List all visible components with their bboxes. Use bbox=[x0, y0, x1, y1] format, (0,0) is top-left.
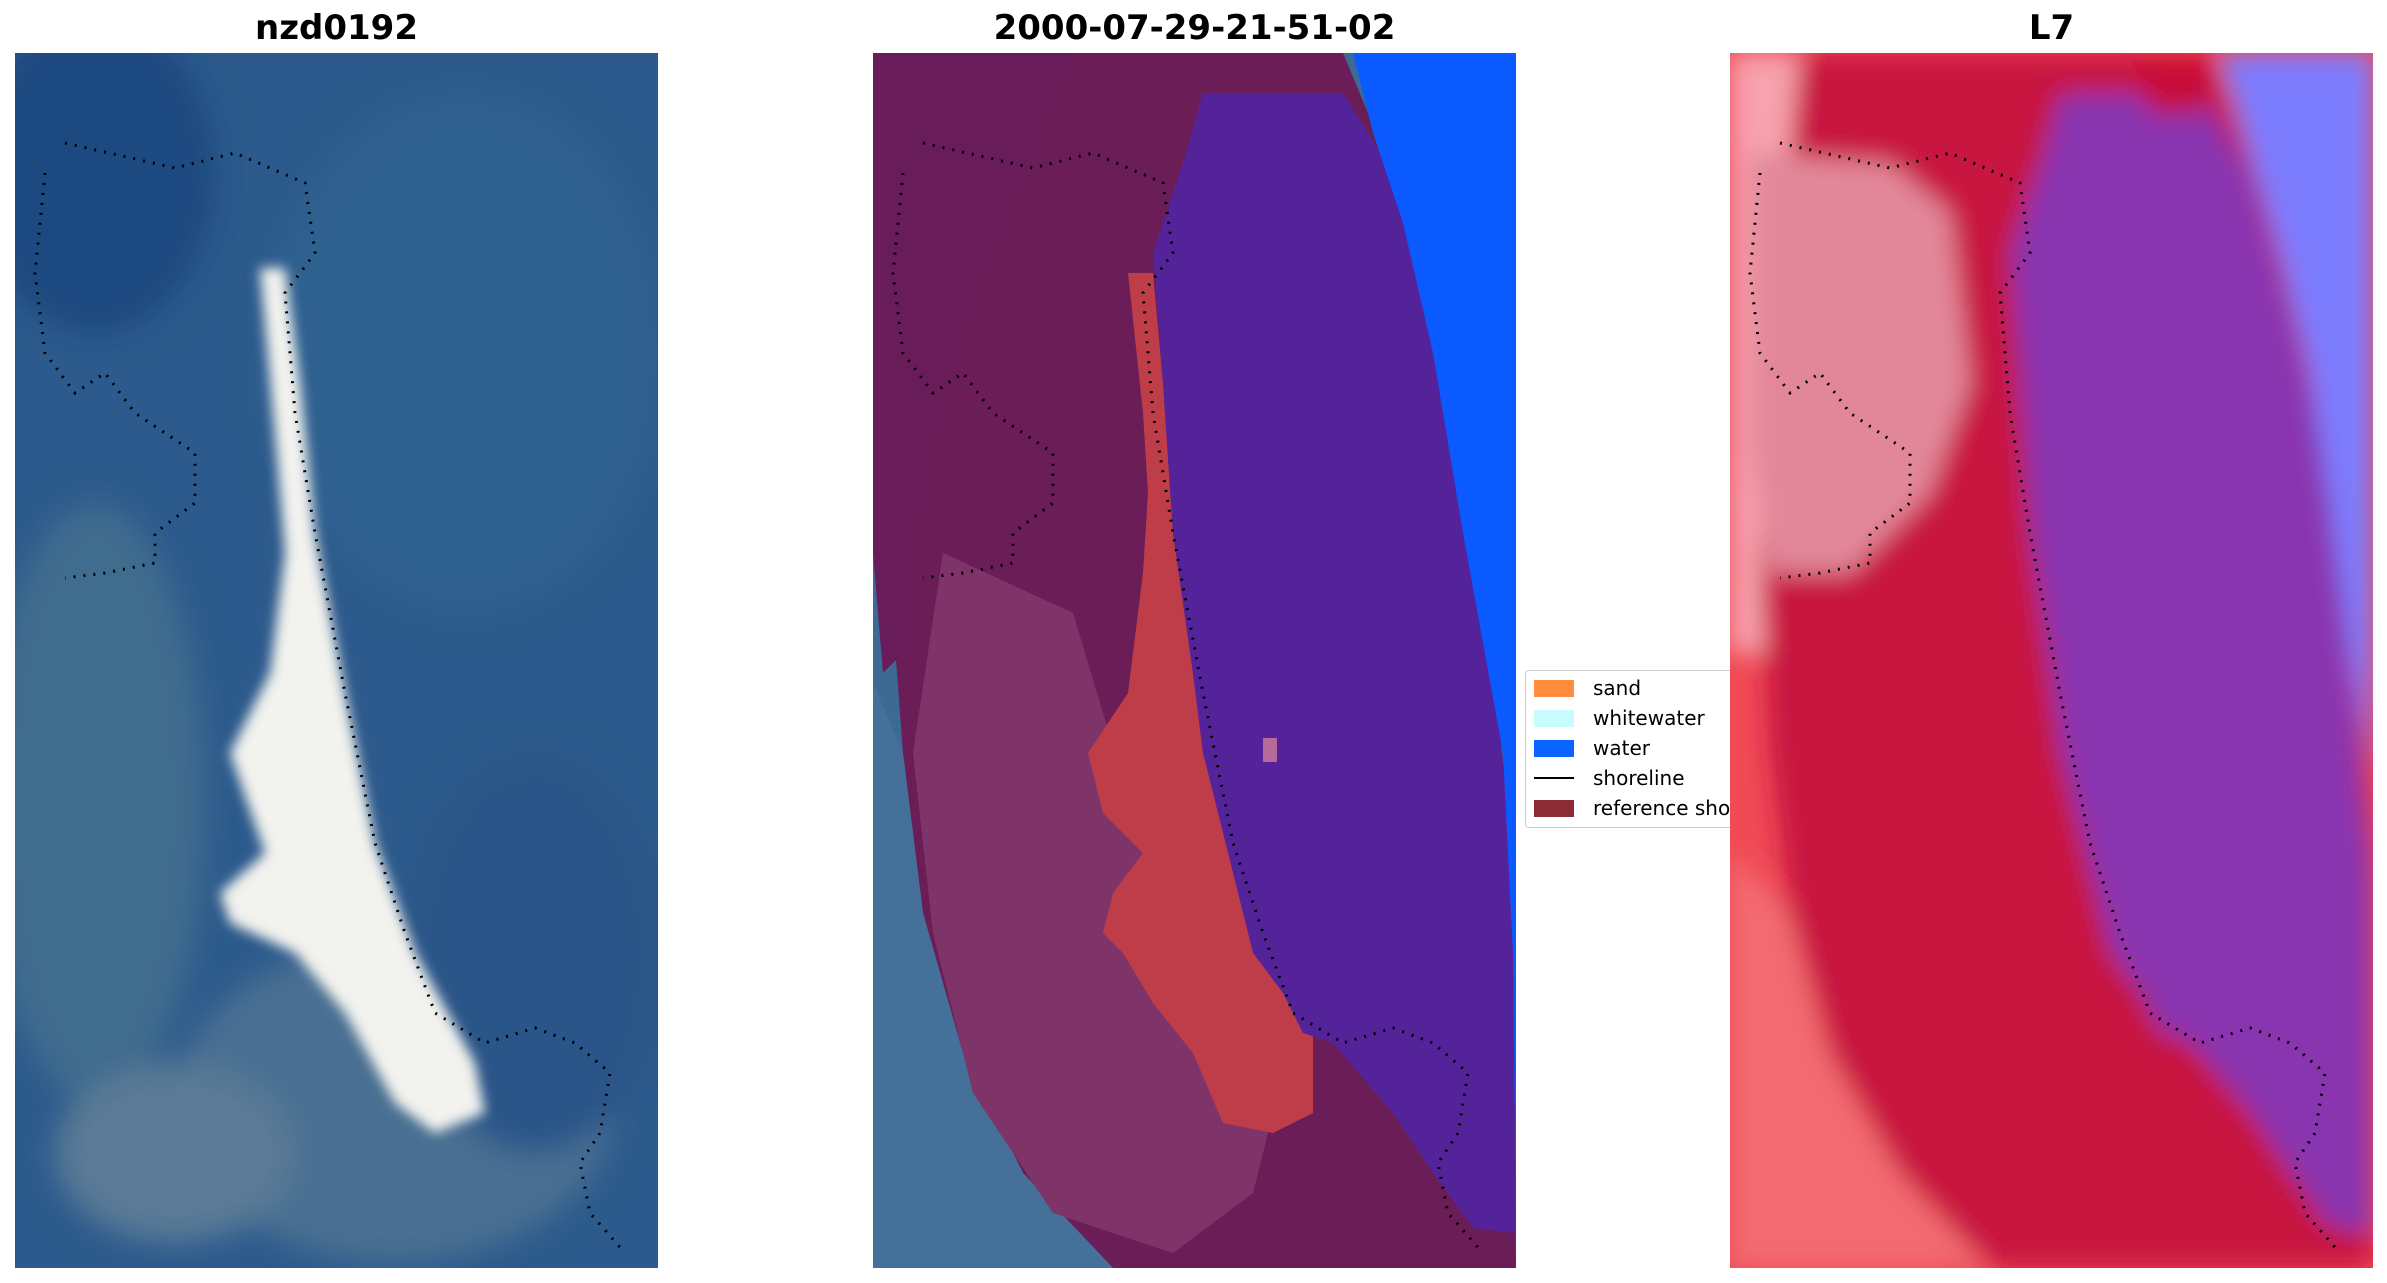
legend-item-whitewater: whitewater bbox=[1534, 706, 1705, 730]
reference-shoreline-mndwi bbox=[1748, 141, 2342, 1254]
legend-item-shoreline: shoreline bbox=[1534, 766, 1685, 790]
rgb-image-panel bbox=[15, 53, 658, 1268]
legend: sand whitewater water shoreline referenc… bbox=[1525, 670, 1730, 828]
whitewater-swatch bbox=[1534, 709, 1574, 727]
classified-image bbox=[873, 53, 1516, 1268]
sand-swatch bbox=[1534, 679, 1574, 697]
legend-item-reference-shoreline: reference sho bbox=[1534, 796, 1730, 820]
panel-title-classified: 2000-07-29-21-51-02 bbox=[993, 8, 1396, 48]
legend-label-sand: sand bbox=[1593, 676, 1642, 700]
classified-image-panel bbox=[873, 53, 1516, 1268]
reference-shoreline-rgb bbox=[33, 141, 627, 1254]
legend-item-sand: sand bbox=[1534, 676, 1642, 700]
legend-item-water: water bbox=[1534, 736, 1650, 760]
legend-label-shoreline: shoreline bbox=[1593, 766, 1685, 790]
legend-label-whitewater: whitewater bbox=[1593, 706, 1705, 730]
reference-shoreline-swatch bbox=[1534, 799, 1574, 817]
mndwi-image bbox=[1730, 53, 2373, 1268]
water-swatch bbox=[1534, 739, 1574, 757]
legend-label-water: water bbox=[1593, 736, 1650, 760]
rgb-image bbox=[15, 53, 658, 1268]
panel-title-mndwi: L7 bbox=[2028, 8, 2075, 48]
reference-shoreline-classified bbox=[891, 141, 1485, 1254]
mndwi-image-panel bbox=[1730, 53, 2373, 1268]
shoreline-line-icon bbox=[1534, 777, 1574, 779]
panel-title-rgb: nzd0192 bbox=[255, 8, 418, 48]
legend-label-reference-shoreline: reference sho bbox=[1593, 796, 1730, 820]
